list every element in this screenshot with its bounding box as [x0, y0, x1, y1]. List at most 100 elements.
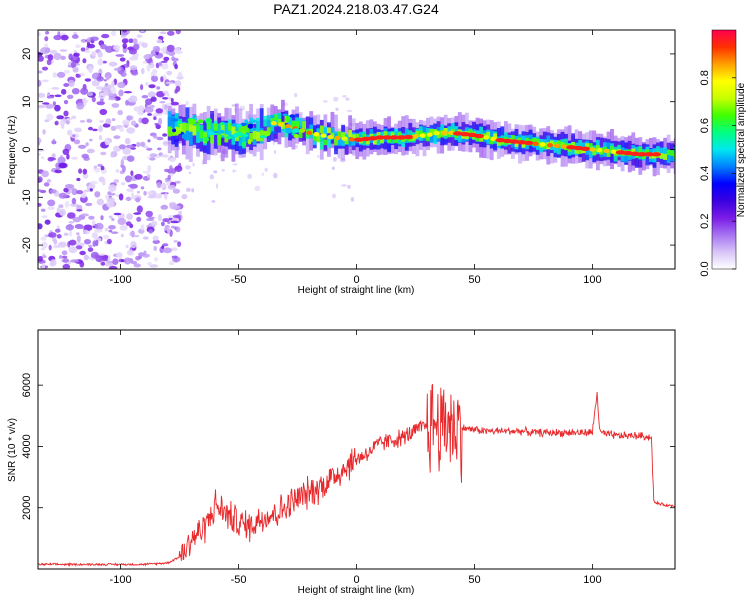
noise-speckle [72, 217, 82, 223]
noise-speckle [147, 191, 154, 195]
noise-speckle [63, 187, 69, 193]
noise-speckle [294, 92, 298, 98]
noise-speckle [123, 91, 132, 94]
ridge-cell [291, 121, 296, 128]
noise-speckle [41, 156, 45, 160]
noise-speckle [49, 49, 58, 55]
noise-speckle [57, 156, 66, 164]
ridge-cell [302, 121, 306, 129]
noise-speckle [141, 117, 149, 125]
ridge-peak [382, 135, 393, 140]
noise-speckle [131, 120, 137, 126]
noise-speckle [191, 188, 195, 193]
noise-speckle [170, 247, 178, 251]
ridge-cell [323, 126, 328, 139]
noise-speckle [60, 55, 66, 61]
noise-speckle [128, 48, 137, 55]
ridge-cell [316, 135, 321, 143]
ridge-blob [251, 119, 257, 123]
ridge-peak [320, 133, 327, 138]
noise-speckle [107, 97, 117, 101]
noise-speckle [123, 257, 132, 265]
noise-speckle [53, 34, 62, 41]
noise-speckle [162, 97, 169, 100]
noise-speckle [161, 154, 169, 158]
noise-speckle [174, 80, 182, 88]
noise-speckle [346, 109, 353, 113]
ridge-cell [383, 131, 388, 140]
noise-speckle [41, 255, 47, 259]
noise-speckle [90, 180, 98, 185]
noise-speckle [45, 104, 55, 109]
ridge-cell [323, 139, 328, 146]
noise-speckle [65, 224, 75, 231]
noise-speckle [174, 89, 178, 94]
noise-speckle [157, 147, 162, 151]
noise-speckle [156, 181, 162, 189]
ridge-cell [415, 130, 420, 137]
noise-speckle [166, 70, 173, 76]
noise-speckle [131, 192, 135, 200]
noise-speckle [147, 173, 151, 179]
noise-speckle [174, 47, 181, 54]
snr-x-ticks: -100 -50 0 50 100 [110, 330, 602, 586]
noise-speckle [132, 38, 138, 45]
noise-speckle [161, 63, 169, 70]
ridge-cell [550, 140, 554, 147]
noise-speckle [62, 148, 70, 155]
noise-speckle [96, 76, 104, 82]
noise-speckle [108, 184, 117, 192]
noise-speckle [46, 59, 52, 66]
ridge-cell [659, 153, 664, 159]
noise-speckle [40, 247, 46, 251]
noise-speckle [188, 171, 192, 174]
noise-speckle [44, 219, 51, 225]
noise-speckle [151, 220, 158, 226]
ridge-peak [403, 134, 414, 140]
noise-speckle [342, 95, 347, 98]
noise-speckle [48, 232, 57, 238]
noise-speckle [86, 148, 95, 154]
ridge-cell [578, 139, 583, 153]
noise-speckle [169, 165, 173, 171]
noise-speckle [133, 263, 141, 268]
ridge-blob [188, 118, 197, 125]
ridge-cell [663, 147, 667, 158]
noise-speckle [52, 244, 62, 249]
noise-speckle [140, 141, 146, 147]
ridge-cell [171, 128, 176, 136]
x-tick-label: 50 [468, 274, 480, 286]
noise-speckle [60, 34, 69, 41]
noise-speckle [143, 54, 150, 60]
noise-speckle [147, 195, 156, 199]
ridge-cell [189, 125, 193, 146]
noise-speckle [45, 30, 50, 35]
noise-speckle [99, 92, 106, 96]
noise-speckle [144, 106, 154, 113]
ridge-cell [546, 135, 551, 149]
noise-speckle [63, 232, 69, 236]
noise-speckle [75, 245, 83, 250]
noise-speckle [331, 166, 335, 170]
noise-speckle [140, 84, 144, 91]
noise-speckle [71, 88, 80, 95]
noise-speckle [147, 165, 152, 172]
noise-speckle [54, 169, 62, 174]
noise-speckle [322, 100, 328, 103]
noise-speckle [264, 167, 268, 172]
ridge-cell [263, 119, 268, 138]
noise-speckle [134, 173, 143, 180]
noise-speckle [97, 163, 103, 167]
ridge-cell [670, 150, 675, 156]
noise-speckle [176, 75, 184, 80]
spectrogram-x-ticks: -100 -50 0 50 100 [110, 30, 602, 286]
noise-speckle [172, 188, 180, 194]
noise-speckle [159, 31, 167, 35]
noise-speckle [126, 127, 136, 134]
noise-speckle [147, 91, 156, 98]
noise-speckle [136, 216, 142, 222]
noise-speckle [68, 79, 75, 87]
noise-speckle [66, 94, 74, 100]
noise-speckle [38, 104, 46, 109]
noise-speckle [185, 100, 189, 106]
